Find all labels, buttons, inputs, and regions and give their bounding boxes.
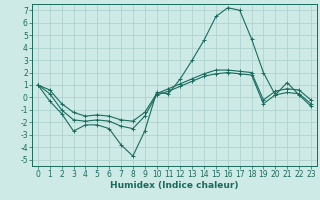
X-axis label: Humidex (Indice chaleur): Humidex (Indice chaleur) — [110, 181, 239, 190]
